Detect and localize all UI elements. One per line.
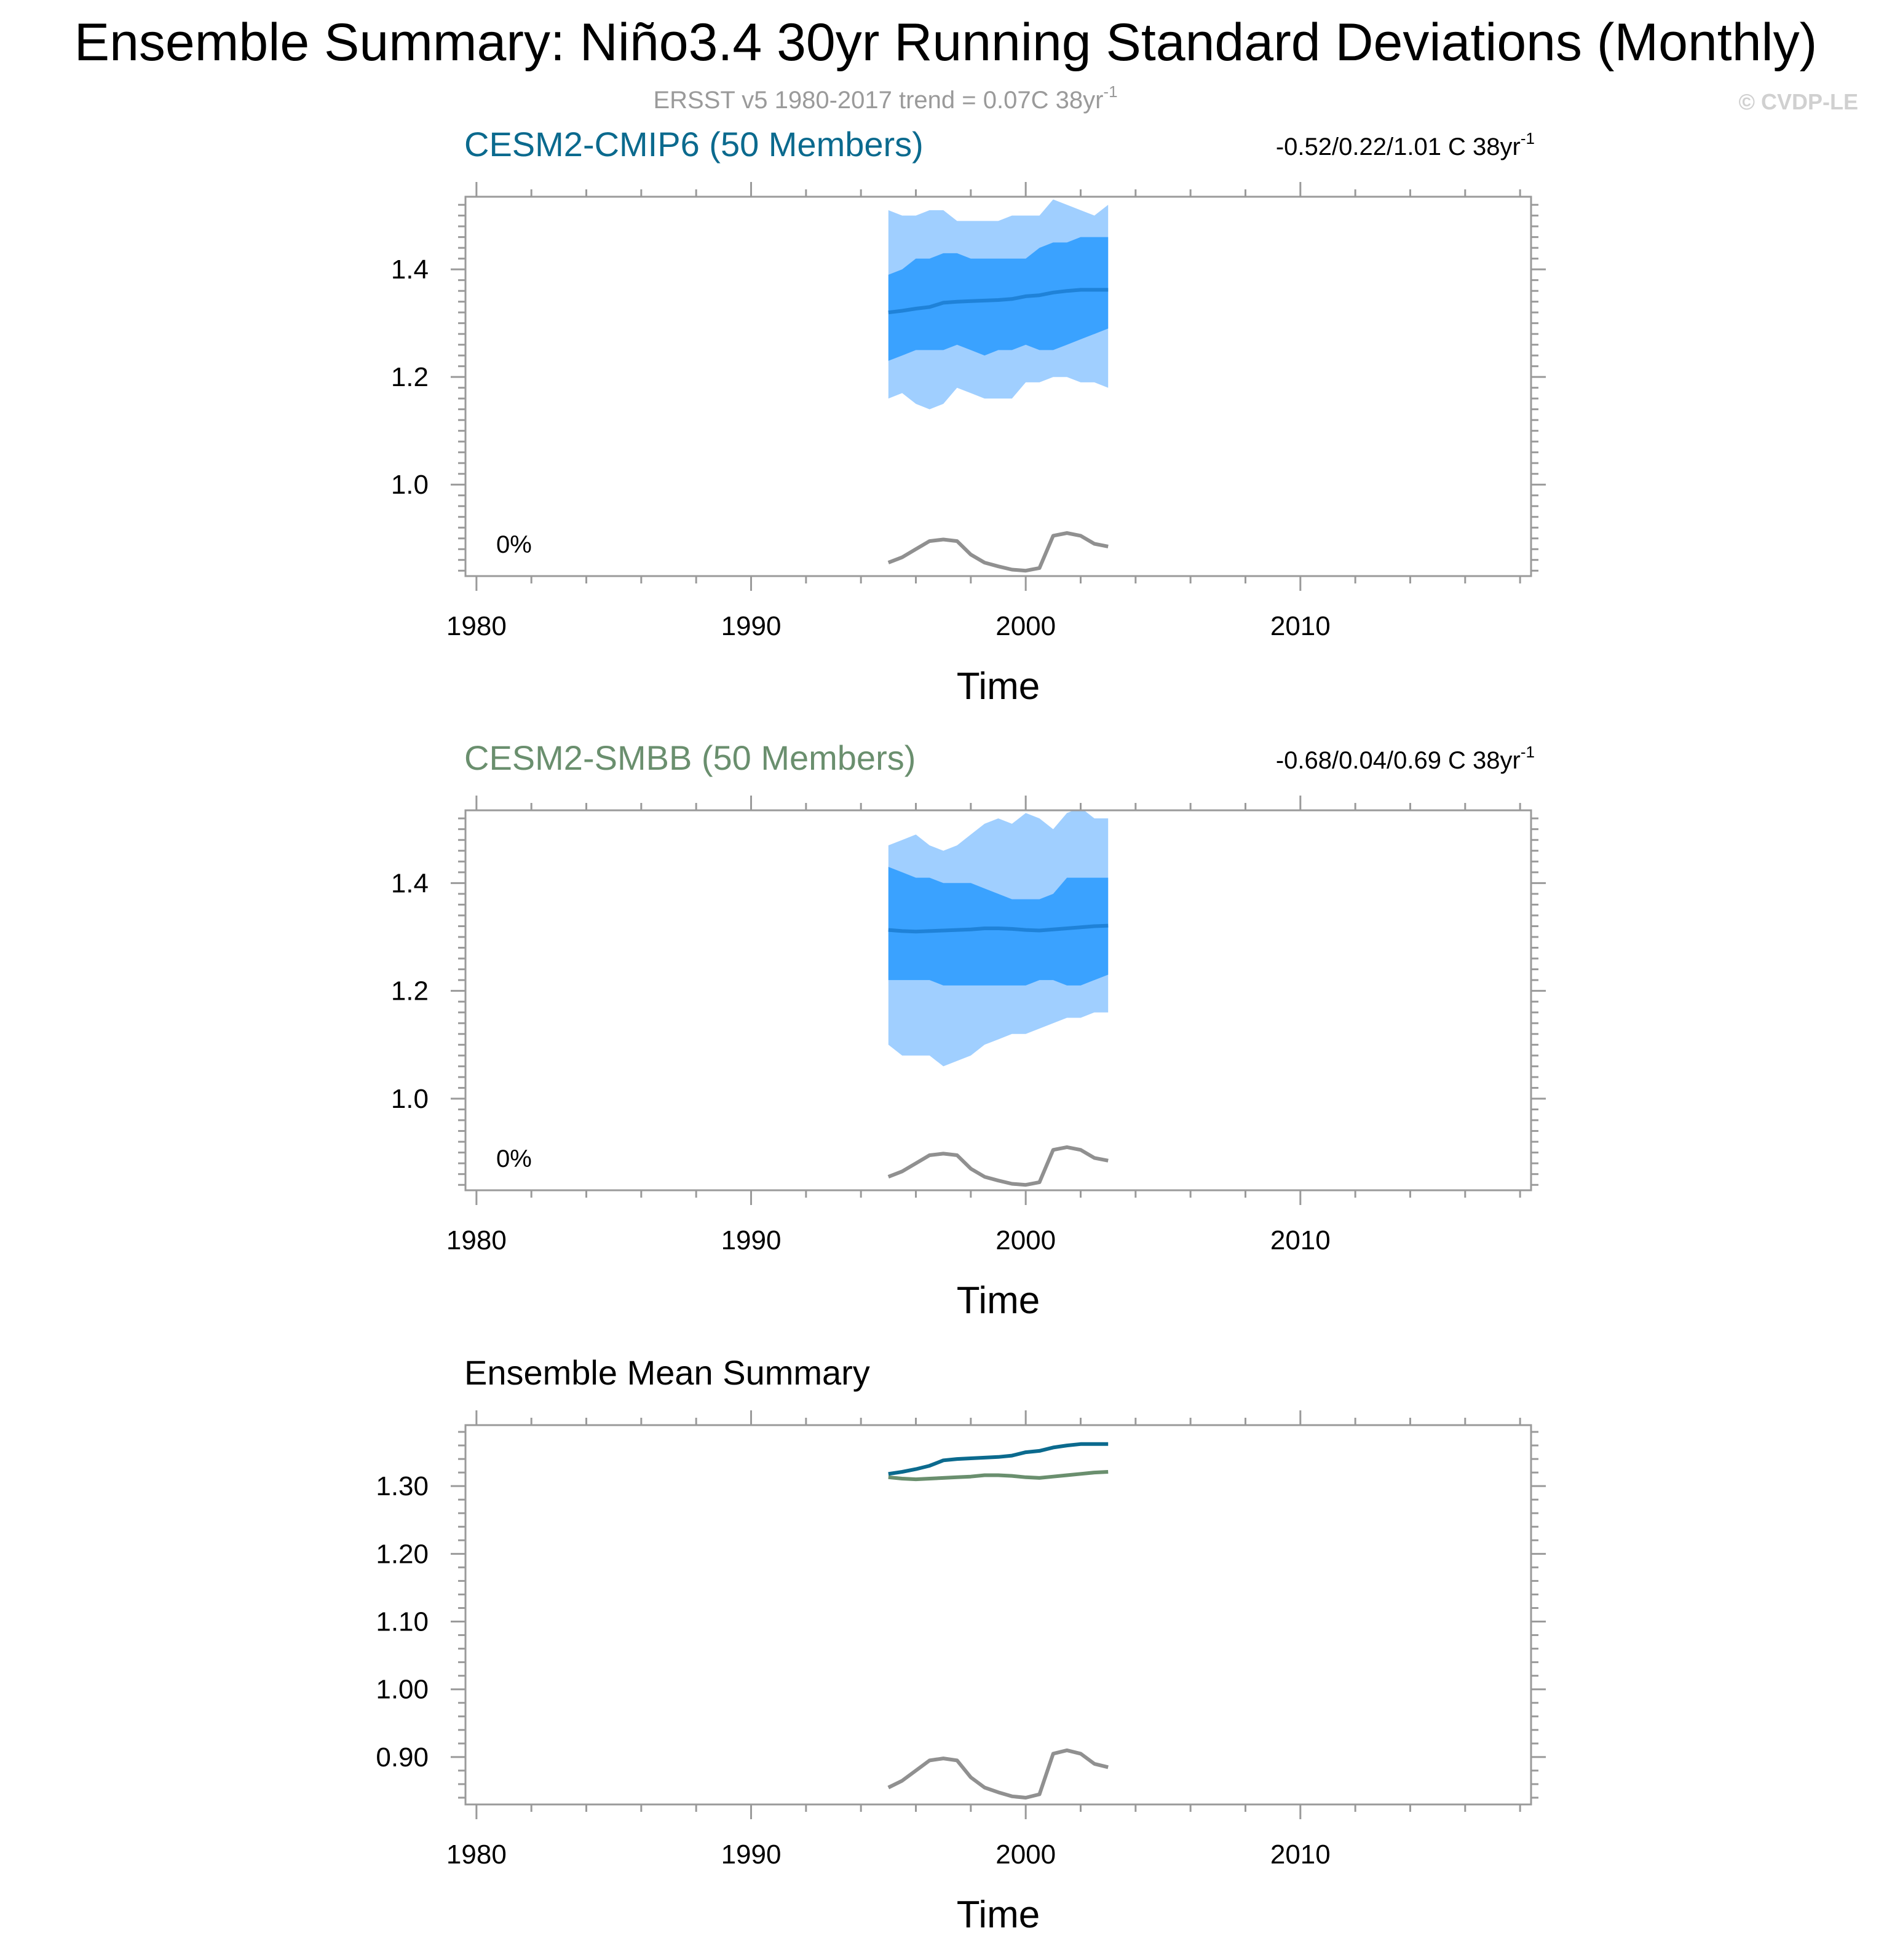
trend-range-label: -0.52/0.22/1.01 C 38yr-1 [1276,129,1535,160]
figure-subtitle: ERSST v5 1980-2017 trend = 0.07C 38yr-1 [653,82,1117,114]
x-tick-label: 2010 [1270,611,1331,641]
ensemble-mean-line [888,923,1109,934]
panels: CESM2-CMIP6 (50 Members) -0.52/0.22/1.01 … [376,125,1546,1936]
y-tick-label: 1.30 [376,1471,429,1501]
x-tick-label: 1980 [446,611,507,641]
y-tick-label: 1.4 [391,868,429,898]
trend-range-label: -0.68/0.04/0.69 C 38yr-1 [1276,743,1535,774]
plot-frame [464,1424,1532,1806]
x-axis-label: Time [957,1279,1040,1322]
series-line-2 [888,1470,1109,1482]
plot-area [887,199,1109,573]
panel-title: CESM2-SMBB (50 Members) [464,738,916,777]
x-axis-label: Time [957,665,1040,708]
plot-frame [464,196,1532,577]
y-tick-label: 1.2 [391,362,429,392]
x-tick-label: 2000 [995,1839,1056,1870]
panel-title: CESM2-CMIP6 (50 Members) [464,125,924,164]
x-tick-label: 1980 [446,1839,507,1870]
subtitle-text: ERSST v5 1980-2017 trend = 0.07C 38yr [653,87,1103,114]
plot-area [887,1442,1109,1800]
panel-title: Ensemble Mean Summary [464,1353,870,1392]
trend-range-text: -0.52/0.22/1.01 C 38yr [1276,133,1521,160]
trend-range-text: -0.68/0.04/0.69 C 38yr [1276,747,1521,774]
ensemble-10-90-band [888,867,1109,986]
x-tick-label: 1990 [721,611,782,641]
y-tick-label: 1.10 [376,1607,429,1637]
panel-1: CESM2-CMIP6 (50 Members) -0.52/0.22/1.01 … [391,125,1546,708]
subtitle-superscript: -1 [1103,82,1117,101]
x-axis-label: Time [957,1894,1040,1936]
copyright-watermark: © CVDP-LE [1738,89,1858,114]
percent-label: 0% [496,531,532,558]
y-tick-label: 1.00 [376,1675,429,1705]
y-tick-label: 1.2 [391,976,429,1006]
y-tick-label: 1.4 [391,255,429,285]
x-tick-label: 1990 [721,1225,782,1255]
x-tick-label: 1980 [446,1225,507,1255]
y-tick-label: 1.20 [376,1539,429,1569]
x-tick-label: 1990 [721,1839,782,1870]
x-tick-label: 2000 [995,1225,1056,1255]
series-line-1 [888,1442,1109,1476]
percent-label: 0% [496,1145,532,1172]
plot-frame [464,809,1532,1191]
x-tick-label: 2010 [1270,1225,1331,1255]
y-tick-label: 1.0 [391,470,429,500]
panel-3: Ensemble Mean Summary 1980 1990 2000 2010 0.9… [376,1353,1546,1936]
trend-range-superscript: -1 [1521,129,1535,148]
panel-2: CESM2-SMBB (50 Members) -0.68/0.04/0.69 C… [391,738,1546,1322]
y-tick-label: 0.90 [376,1742,429,1772]
series-line-3 [887,1748,1109,1800]
observed-line [887,1145,1109,1187]
figure-title: Ensemble Summary: Niño3.4 30yr Running S… [74,13,1818,72]
x-tick-label: 2000 [995,611,1056,641]
plot-area [887,810,1109,1187]
observed-line [887,531,1109,573]
y-tick-label: 1.0 [391,1084,429,1114]
x-tick-label: 2010 [1270,1839,1331,1870]
trend-range-superscript: -1 [1521,743,1535,761]
ensemble-mean-line [888,288,1109,315]
